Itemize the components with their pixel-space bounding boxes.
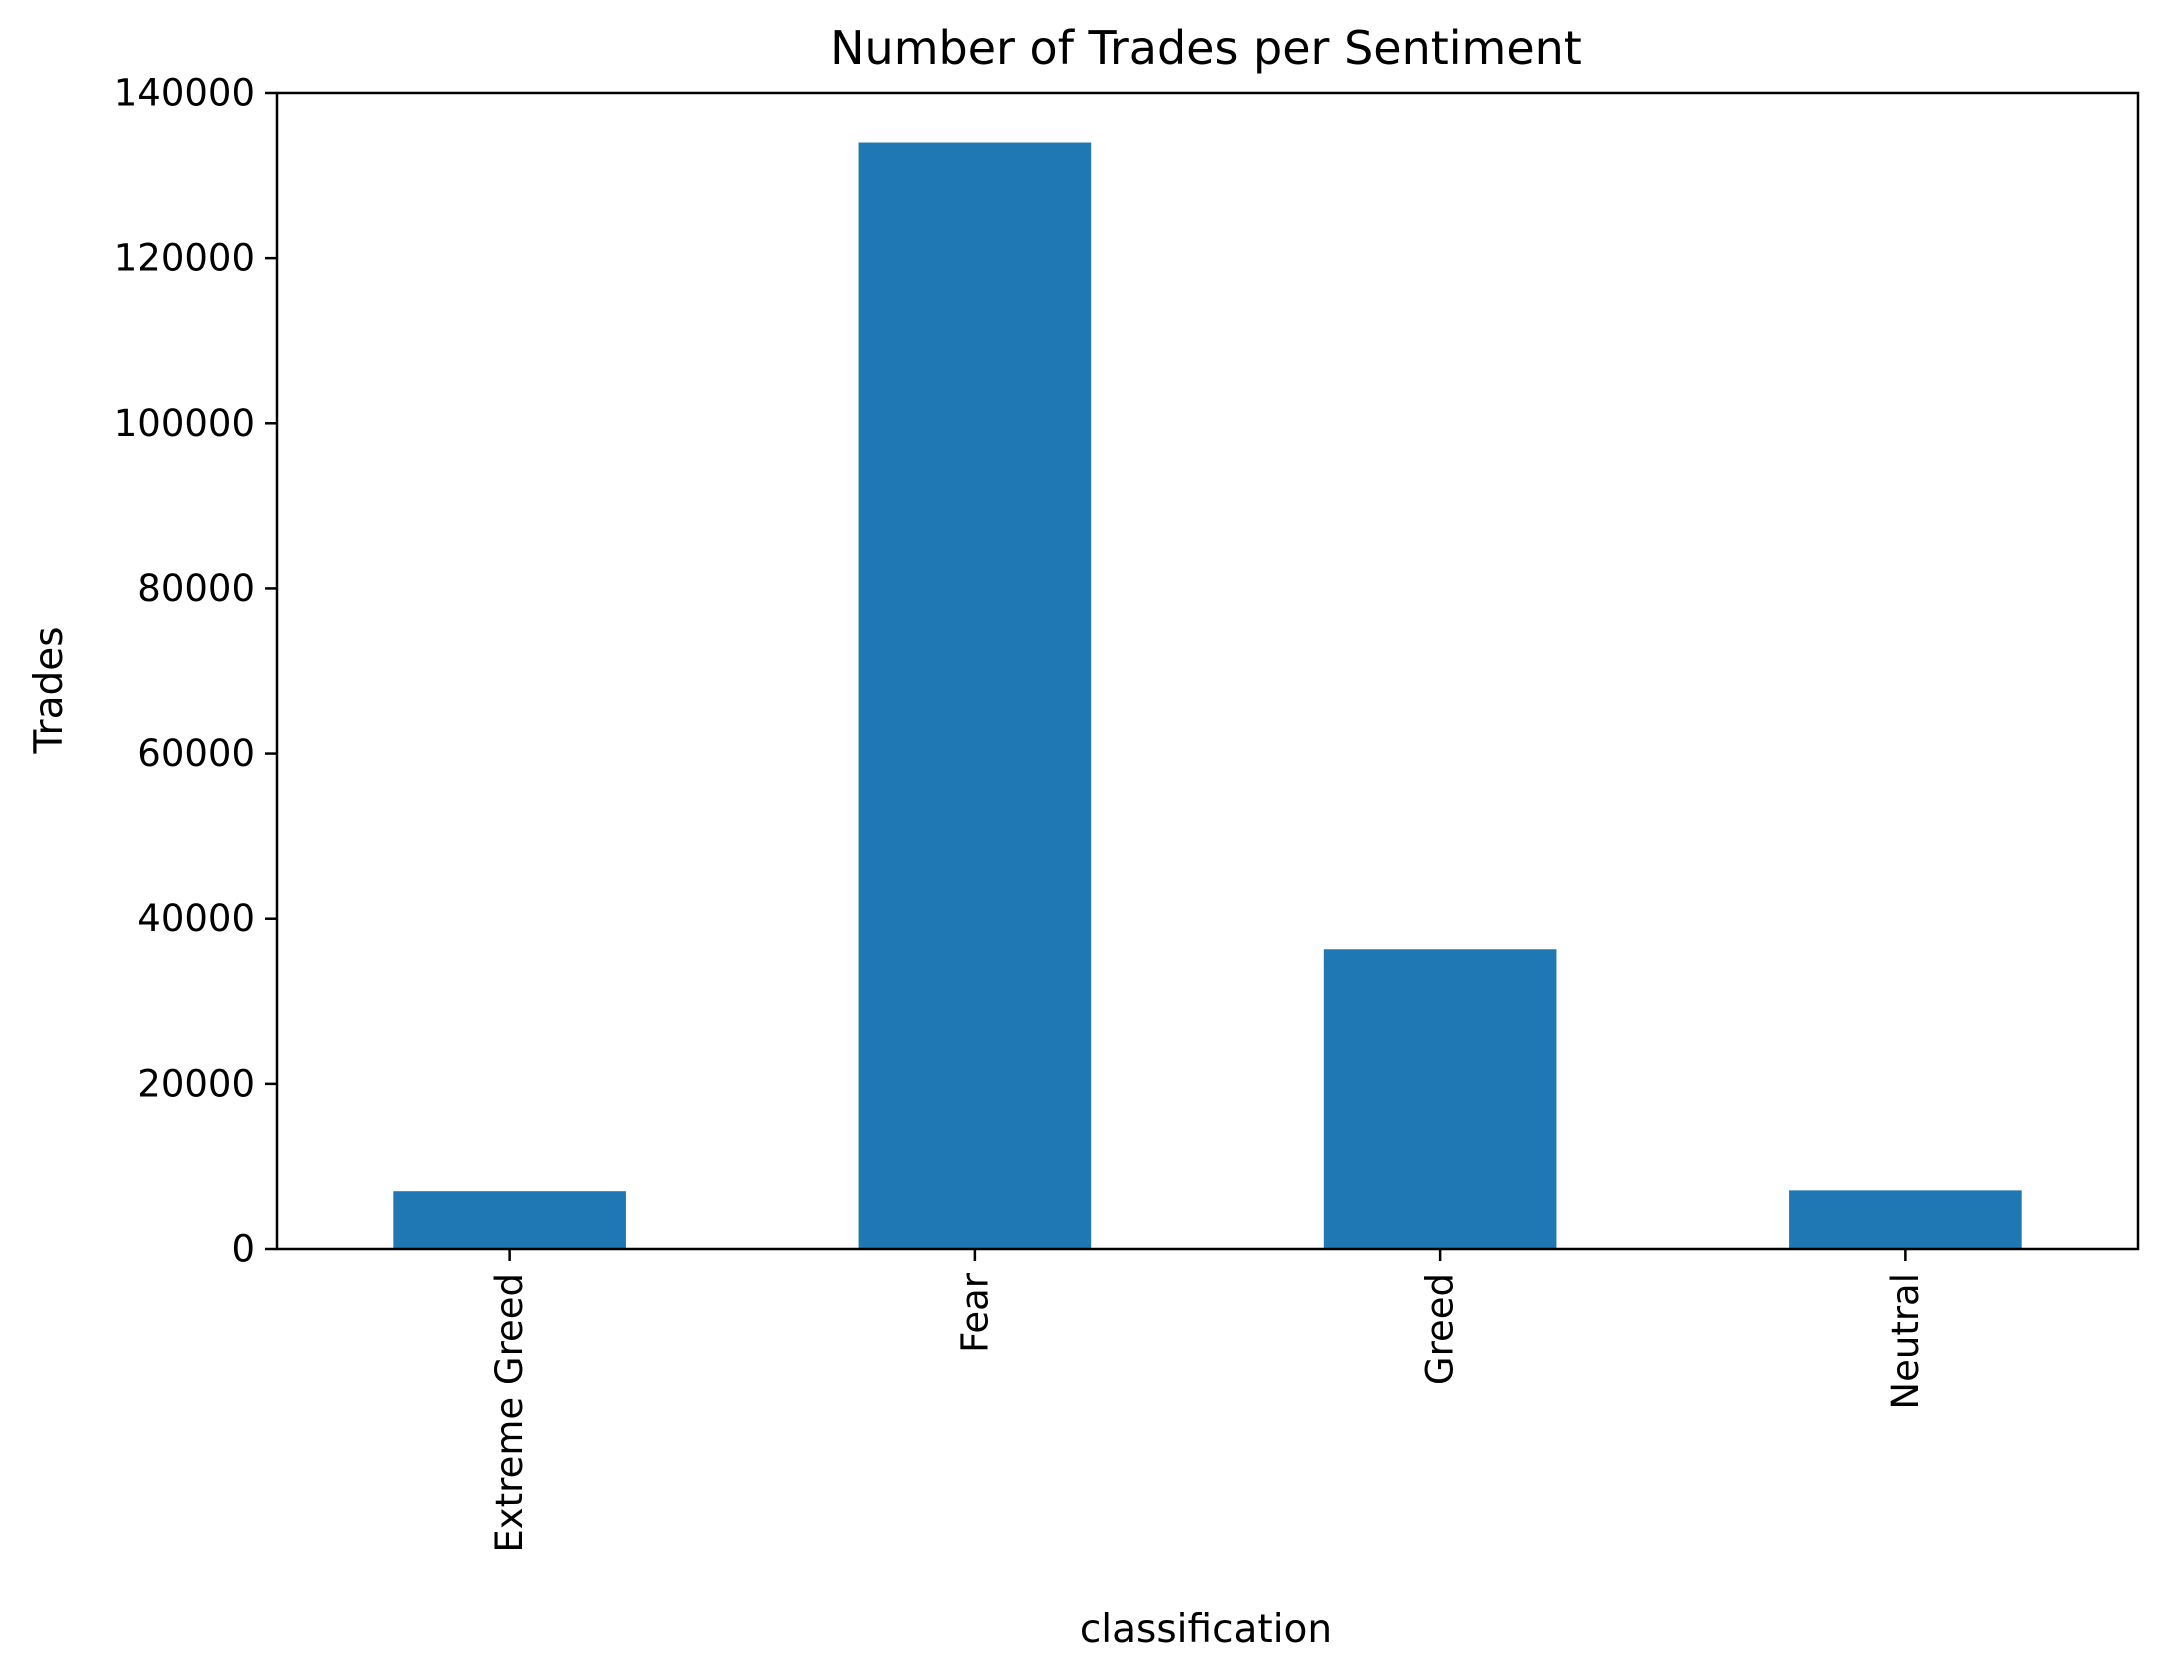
y-axis-label: Trades (27, 626, 72, 754)
bar-extreme-greed (393, 1191, 626, 1249)
x-tick-label: Extreme Greed (488, 1273, 531, 1553)
plot-frame (275, 91, 2140, 1251)
bar-greed (1323, 949, 1557, 1249)
y-ticks-group: 0 20000 40000 60000 80000 100000 120000 140000 (114, 72, 277, 1271)
bar-neutral (1789, 1190, 2022, 1249)
y-tick-label: 20000 (137, 1062, 255, 1105)
x-tick-label: Greed (1419, 1273, 1462, 1385)
x-ticks-group: Extreme Greed Fear Greed Neutral (488, 1249, 1927, 1553)
y-tick-label: 120000 (114, 237, 255, 280)
y-tick-label: 100000 (114, 402, 255, 445)
y-tick-label: 40000 (137, 897, 255, 940)
x-axis-label: classification (1080, 1607, 1332, 1652)
bars-group (393, 142, 2022, 1250)
y-tick-label: 80000 (137, 567, 255, 610)
x-tick-label: Neutral (1884, 1273, 1927, 1410)
x-tick-label: Fear (953, 1272, 996, 1353)
y-tick-label: 140000 (114, 72, 255, 115)
y-tick-label: 0 (231, 1228, 255, 1271)
chart-title: Number of Trades per Sentiment (830, 21, 1582, 75)
bar-fear (858, 142, 1092, 1250)
y-tick-label: 60000 (137, 732, 255, 775)
